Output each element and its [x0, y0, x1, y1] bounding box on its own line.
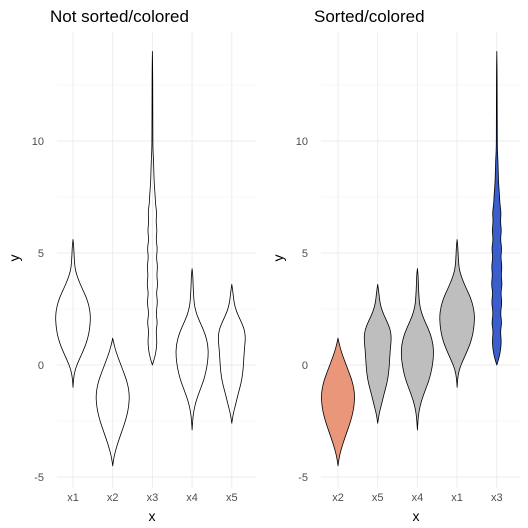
y-tick-label: -5: [34, 472, 44, 484]
chart-title: Not sorted/colored: [50, 7, 189, 26]
violin-x5: [363, 283, 392, 424]
violin-x4: [400, 268, 434, 431]
x-axis-title: x: [413, 508, 420, 524]
x-tick-label: x4: [412, 492, 424, 504]
violin-x2: [321, 337, 355, 467]
x-tick-label: x5: [226, 492, 238, 504]
violin-x3: [491, 51, 503, 366]
x-tick-labels: x1 x2 x3 x4 x5: [67, 492, 237, 504]
x-tick-labels: x2 x5 x4 x1 x3: [332, 492, 502, 504]
y-tick-label: 0: [38, 360, 44, 372]
violin-x5: [217, 283, 246, 424]
x-tick-label: x1: [451, 492, 463, 504]
x-tick-label: x4: [186, 492, 198, 504]
y-tick-label: 10: [32, 136, 44, 148]
y-tick-label: 10: [296, 136, 308, 148]
y-tick-label: 5: [302, 248, 308, 260]
y-tick-labels: -5 0 5 10: [32, 136, 44, 484]
y-tick-labels: -5 0 5 10: [296, 136, 308, 484]
violin-x1: [439, 239, 475, 388]
x-tick-label: x5: [372, 492, 384, 504]
violins: [321, 51, 503, 467]
x-tick-label: x1: [67, 492, 79, 504]
y-tick-label: 0: [302, 360, 308, 372]
x-tick-label: x2: [107, 492, 119, 504]
violin-x1: [55, 239, 91, 388]
chart-title: Sorted/colored: [314, 7, 425, 26]
violin-x4: [175, 268, 209, 431]
violin-x2: [95, 337, 130, 467]
y-tick-label: -5: [298, 472, 308, 484]
panel-sorted-colored: Sorted/colored -5 0 5 10 x2 x5 x4 x1 x3 x y: [270, 7, 520, 524]
x-tick-label: x3: [147, 492, 159, 504]
x-tick-label: x2: [332, 492, 344, 504]
y-axis-title: y: [6, 255, 22, 262]
x-axis-title: x: [149, 508, 156, 524]
violin-x3: [146, 51, 158, 366]
violins: [55, 51, 246, 467]
y-axis-title: y: [270, 255, 286, 262]
panel-not-sorted: Not sorted/colored -5 0 5 10 x1 x2 x3 x4 x5 x y: [6, 7, 256, 524]
x-tick-label: x3: [491, 492, 503, 504]
y-tick-label: 5: [38, 248, 44, 260]
